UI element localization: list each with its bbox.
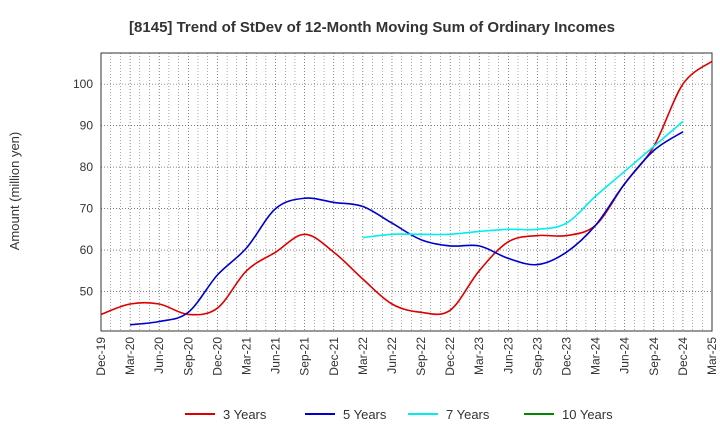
plot-area: 50 60 70 80 90 100 Dec-19 Mar-20 Jun-20 Sep-20 Dec… bbox=[73, 52, 719, 376]
x-tick-label: Mar-24 bbox=[589, 337, 603, 375]
x-tick-label: Dec-21 bbox=[327, 337, 341, 376]
series-line-3-years bbox=[100, 60, 713, 316]
x-tick-label: Dec-22 bbox=[443, 337, 457, 376]
y-tick-label: 60 bbox=[80, 243, 94, 257]
x-tick-label: Sep-21 bbox=[298, 337, 312, 376]
plot-frame bbox=[100, 52, 713, 332]
x-tick-label: Sep-22 bbox=[414, 337, 428, 376]
x-tick-label: Jun-24 bbox=[618, 337, 632, 374]
x-tick-label: Mar-22 bbox=[356, 337, 370, 375]
x-tick-label: Dec-24 bbox=[676, 337, 690, 376]
legend-label-10-years: 10 Years bbox=[562, 407, 613, 422]
y-tick-label: 50 bbox=[80, 285, 94, 299]
x-tick-label: Sep-24 bbox=[647, 337, 661, 376]
series-line-7-years bbox=[362, 120, 684, 239]
x-tick-label: Mar-23 bbox=[472, 337, 486, 375]
x-tick-label: Mar-20 bbox=[123, 337, 137, 375]
series-line-5-years bbox=[130, 131, 684, 326]
legend-label-7-years: 7 Years bbox=[446, 407, 490, 422]
y-tick-label: 100 bbox=[73, 77, 93, 91]
y-axis-label: Amount (million yen) bbox=[7, 132, 22, 251]
x-tick-label: Jun-23 bbox=[501, 337, 515, 374]
chart-title: [8145] Trend of StDev of 12-Month Moving… bbox=[129, 19, 615, 36]
y-tick-label: 70 bbox=[80, 202, 94, 216]
y-tick-label: 90 bbox=[80, 119, 94, 133]
legend: 3 Years 5 Years 7 Years 10 Years bbox=[185, 407, 613, 422]
x-tick-label: Sep-23 bbox=[530, 337, 544, 376]
legend-label-5-years: 5 Years bbox=[343, 407, 387, 422]
x-tick-label: Mar-25 bbox=[705, 337, 719, 375]
x-tick-label: Dec-23 bbox=[560, 337, 574, 376]
x-tick-label: Mar-21 bbox=[239, 337, 253, 375]
y-tick-label: 80 bbox=[80, 160, 94, 174]
x-tick-label: Sep-20 bbox=[181, 337, 195, 376]
x-tick-label: Jun-22 bbox=[385, 337, 399, 374]
x-tick-label: Dec-20 bbox=[210, 337, 224, 376]
x-tick-label: Jun-21 bbox=[269, 337, 283, 374]
x-tick-label: Jun-20 bbox=[152, 337, 166, 374]
legend-label-3-years: 3 Years bbox=[223, 407, 267, 422]
x-tick-label: Dec-19 bbox=[94, 337, 108, 376]
